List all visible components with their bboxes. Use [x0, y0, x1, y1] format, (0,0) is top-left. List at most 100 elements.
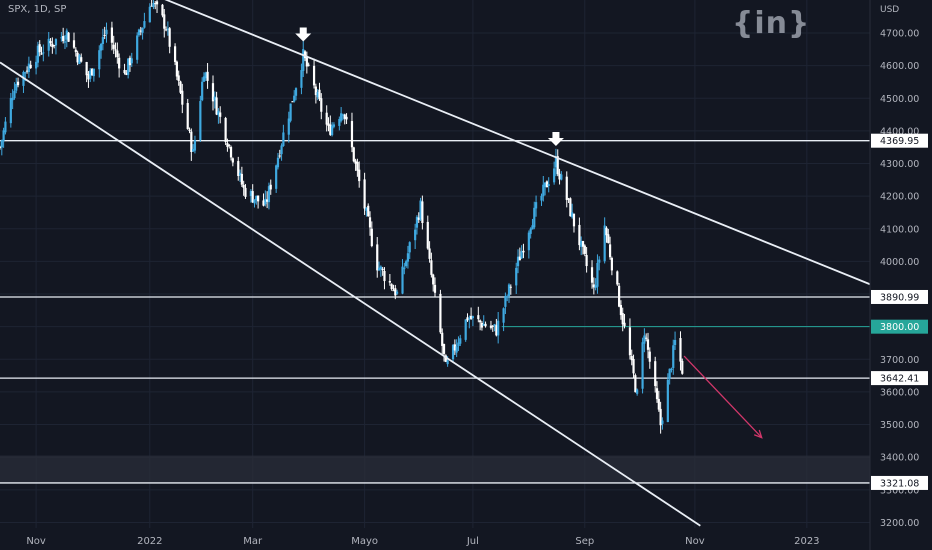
candle-body: [531, 225, 534, 230]
candle-body: [643, 335, 646, 344]
candle-body: [192, 149, 195, 152]
candle-body: [547, 184, 550, 187]
candle-body: [673, 340, 677, 345]
candle-body: [143, 21, 146, 28]
candle-body: [516, 256, 520, 267]
candle-body: [654, 361, 657, 386]
candle-body: [36, 45, 40, 63]
y-tick-label: 3700.00: [880, 355, 919, 366]
candle-body: [257, 195, 260, 202]
candle-body: [42, 52, 45, 54]
level-price-tag-bg: [871, 371, 928, 386]
candle-body: [395, 291, 399, 294]
candle-body: [53, 44, 56, 46]
resistance-price-tag-bg: [871, 319, 928, 334]
candle-body: [477, 315, 480, 320]
candle-body: [103, 34, 106, 36]
candle-body: [618, 285, 621, 307]
candle-body: [556, 156, 559, 175]
candle-body: [632, 358, 635, 374]
candle-body: [291, 101, 294, 103]
candle-body: [592, 284, 595, 288]
candle-body: [341, 114, 345, 116]
candle-body: [659, 408, 662, 426]
candle-body: [444, 355, 447, 362]
candle-body: [621, 313, 624, 325]
level-price-tag: 4369.95: [880, 136, 919, 147]
candle-body: [502, 308, 505, 323]
candle-body: [181, 90, 184, 105]
candle-body: [545, 181, 549, 188]
x-tick-label: Sep: [575, 536, 594, 547]
candle-body: [305, 56, 308, 67]
candle-body: [645, 337, 648, 339]
down-arrow-marker: [295, 27, 312, 42]
candle-body: [670, 368, 673, 371]
candle-body: [314, 86, 317, 96]
candle-body: [428, 248, 431, 259]
candle-body: [379, 266, 382, 270]
candle-body: [515, 267, 518, 286]
x-tick-label: Jul: [466, 536, 479, 547]
candle-body: [560, 174, 563, 180]
y-tick-label: 4600.00: [880, 61, 919, 72]
candle-body: [421, 201, 424, 223]
candle-body: [332, 124, 336, 127]
candle-body: [585, 255, 588, 267]
candle-body: [367, 205, 370, 217]
candle-body: [466, 317, 469, 321]
candle-body: [4, 121, 7, 133]
candle-body: [441, 332, 444, 346]
resistance-price-tag: 3800.00: [880, 322, 919, 333]
candle-body: [679, 338, 682, 362]
candle-body: [249, 190, 252, 196]
candle-body: [51, 43, 54, 48]
candle-body: [534, 202, 538, 209]
y-tick-label: 3400.00: [880, 453, 919, 464]
candle-body: [383, 271, 386, 282]
candle-body: [439, 293, 442, 333]
candle-body: [150, 5, 153, 7]
candle-body: [139, 30, 142, 32]
candle-body: [154, 3, 157, 5]
candle-body: [419, 200, 422, 220]
candle-body: [406, 253, 410, 262]
symbol-label: SPX, 1D, SP: [8, 4, 67, 15]
candle-body: [581, 241, 585, 247]
candle-body: [540, 195, 543, 201]
candle-body: [316, 91, 319, 98]
candle-body: [479, 320, 482, 323]
candle-body: [67, 32, 70, 42]
candle-body: [453, 344, 456, 351]
candle-body: [116, 50, 119, 58]
candle-body: [228, 144, 231, 146]
candle-body: [415, 216, 419, 228]
candle-body: [125, 72, 128, 75]
candle-body: [266, 199, 269, 202]
candle-body: [590, 267, 594, 283]
level-price-tag-bg: [871, 289, 928, 304]
candle-body: [655, 388, 659, 400]
candle-body: [527, 232, 530, 251]
candle-body: [518, 256, 521, 261]
candle-body: [623, 322, 626, 327]
candle-body: [648, 351, 651, 362]
candle-body: [394, 288, 397, 296]
level-price-tag-bg: [871, 133, 928, 148]
candle-body: [598, 259, 601, 263]
candle-body: [607, 234, 610, 243]
candle-body: [34, 61, 38, 69]
candle-body: [417, 217, 420, 220]
candle-body: [433, 284, 437, 293]
trendline-lower: [0, 61, 701, 527]
candle-body: [0, 146, 2, 148]
candle-body: [350, 121, 354, 148]
candle-body: [80, 57, 83, 62]
candle-body: [446, 360, 449, 365]
candle-body: [213, 96, 216, 101]
candle-body: [29, 64, 32, 69]
candle-body: [114, 49, 117, 51]
candle-body: [229, 146, 233, 158]
candle-body: [636, 389, 639, 394]
